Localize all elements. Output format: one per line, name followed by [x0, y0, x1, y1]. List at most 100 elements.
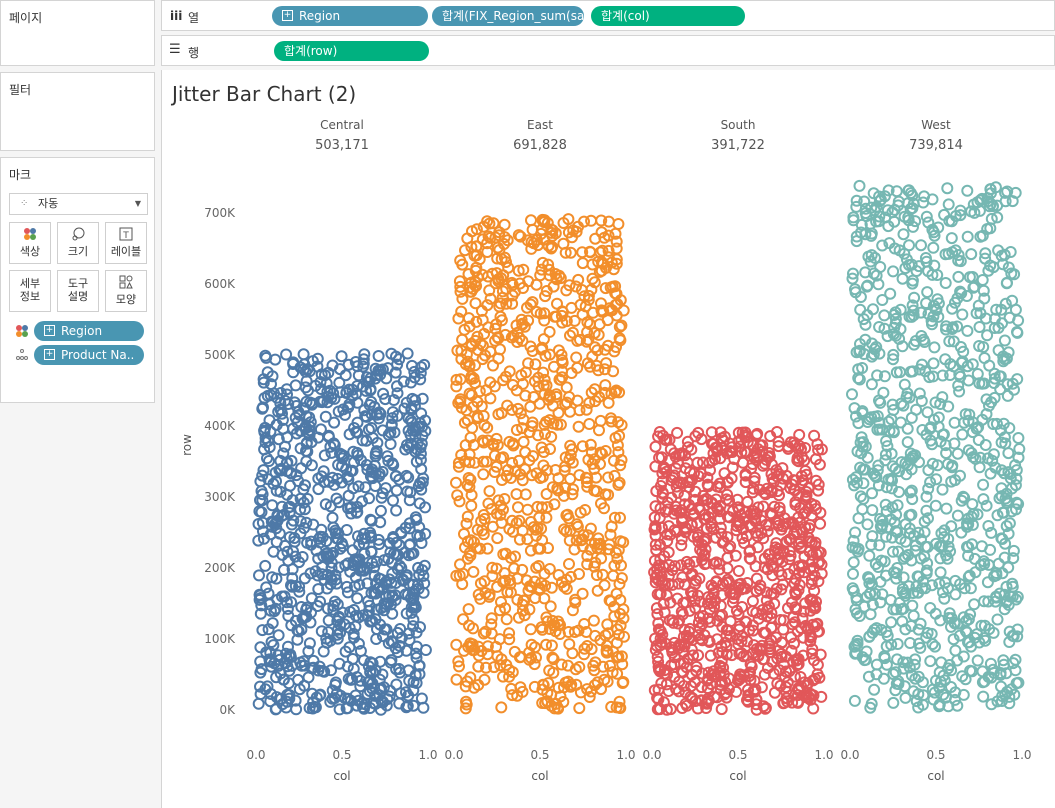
data-point [524, 400, 537, 413]
data-point [581, 683, 594, 696]
data-point [459, 358, 472, 371]
data-point [596, 568, 609, 581]
data-point [515, 369, 528, 382]
data-point [465, 337, 478, 350]
data-point [866, 504, 879, 517]
data-point [294, 527, 307, 540]
data-point [675, 539, 688, 552]
pages-panel[interactable]: 페이지 [0, 0, 155, 66]
data-point [285, 596, 298, 609]
data-point [940, 323, 952, 336]
rows-shelf[interactable]: ☰ 행 합계(row) [161, 35, 1055, 66]
data-point [609, 431, 622, 444]
panel-central: Central 503,171 0.0 0.5 1.0 col [246, 118, 437, 783]
columns-pill-fix-region-sum[interactable]: 합계(FIX_Region_sum(sa.. [432, 6, 584, 26]
data-point [266, 571, 279, 584]
data-point [1011, 590, 1024, 603]
data-point [1010, 593, 1023, 606]
data-point [501, 234, 514, 247]
data-point [987, 663, 1000, 676]
data-point [454, 395, 467, 408]
data-point [779, 518, 792, 530]
data-point [952, 270, 965, 283]
data-point [895, 397, 908, 410]
size-button[interactable]: 크기 [57, 222, 99, 264]
data-point [255, 599, 268, 612]
data-point [926, 638, 939, 651]
data-point [756, 608, 769, 621]
data-point [792, 442, 805, 455]
data-point [702, 694, 715, 707]
data-point [527, 391, 540, 403]
mark-type-dropdown[interactable]: ⁘ 자동 ▼ [9, 193, 148, 215]
data-point [390, 470, 403, 482]
columns-pill-region[interactable]: + Region [272, 6, 428, 26]
data-point [966, 358, 979, 371]
data-point [371, 436, 384, 449]
data-point [865, 378, 878, 391]
data-point [874, 596, 887, 609]
data-point [559, 481, 572, 494]
data-point [987, 418, 1000, 430]
data-point [1012, 498, 1025, 510]
data-point [498, 238, 510, 250]
data-point [850, 471, 863, 484]
data-point [298, 659, 311, 672]
data-point [788, 563, 801, 576]
tooltip-button-label: 도구 설명 [67, 277, 89, 303]
data-point [607, 263, 620, 276]
filters-panel[interactable]: 필터 [0, 72, 155, 151]
data-point [586, 350, 599, 363]
data-point [490, 318, 503, 331]
data-point [764, 430, 777, 443]
data-point [673, 639, 686, 652]
detail-button[interactable]: 세부 정보 [9, 270, 51, 312]
label-button[interactable]: T 레이블 [105, 222, 147, 264]
marks-pill-region[interactable]: + Region [34, 321, 144, 341]
tooltip-button[interactable]: 도구 설명 [57, 270, 99, 312]
data-point [299, 365, 312, 378]
columns-pill-sum-col[interactable]: 합계(col) [591, 6, 745, 26]
data-point [924, 602, 937, 614]
rows-pill-sum-row[interactable]: 합계(row) [274, 41, 429, 61]
data-point [947, 360, 960, 373]
rows-pill-sum-row-label: 합계(row) [284, 44, 338, 58]
data-point [866, 337, 878, 350]
data-point [463, 448, 476, 461]
columns-shelf[interactable]: iii 열 + Region 합계(FIX_Region_sum(sa.. 합계(… [161, 0, 1055, 31]
data-point [461, 414, 474, 427]
data-point [1000, 580, 1013, 593]
data-point [661, 535, 674, 547]
data-point [331, 632, 344, 645]
data-point [374, 504, 387, 517]
data-point [559, 398, 572, 411]
data-point [511, 689, 524, 702]
data-point [366, 557, 379, 569]
viz-area[interactable]: Jitter Bar Chart (2) 0K 100K 200K 300K 400K 5… [161, 70, 1055, 808]
data-point [524, 298, 537, 311]
data-point [547, 619, 560, 632]
jitter-bar-chart[interactable]: 0K 100K 200K 300K 400K 500K 600K 700K row Central… [162, 70, 1055, 808]
shape-button[interactable]: 모양 [105, 270, 147, 312]
data-point [539, 290, 552, 303]
marks-pill-product-name[interactable]: + Product Na.. [34, 345, 144, 365]
data-point [718, 688, 731, 701]
color-button[interactable]: 색상 [9, 222, 51, 264]
data-point [915, 306, 927, 319]
data-point [752, 649, 765, 662]
data-point [728, 453, 741, 465]
data-point [505, 682, 518, 695]
data-point [378, 554, 391, 567]
data-point [598, 673, 611, 686]
data-point [934, 552, 947, 565]
data-point [615, 650, 628, 663]
data-point [967, 198, 980, 211]
data-point [482, 230, 495, 243]
data-point [402, 689, 415, 702]
data-point [872, 215, 885, 228]
data-point [713, 477, 726, 490]
data-point [522, 314, 535, 327]
data-point [333, 496, 345, 509]
data-point [385, 419, 398, 432]
data-point [998, 603, 1011, 616]
